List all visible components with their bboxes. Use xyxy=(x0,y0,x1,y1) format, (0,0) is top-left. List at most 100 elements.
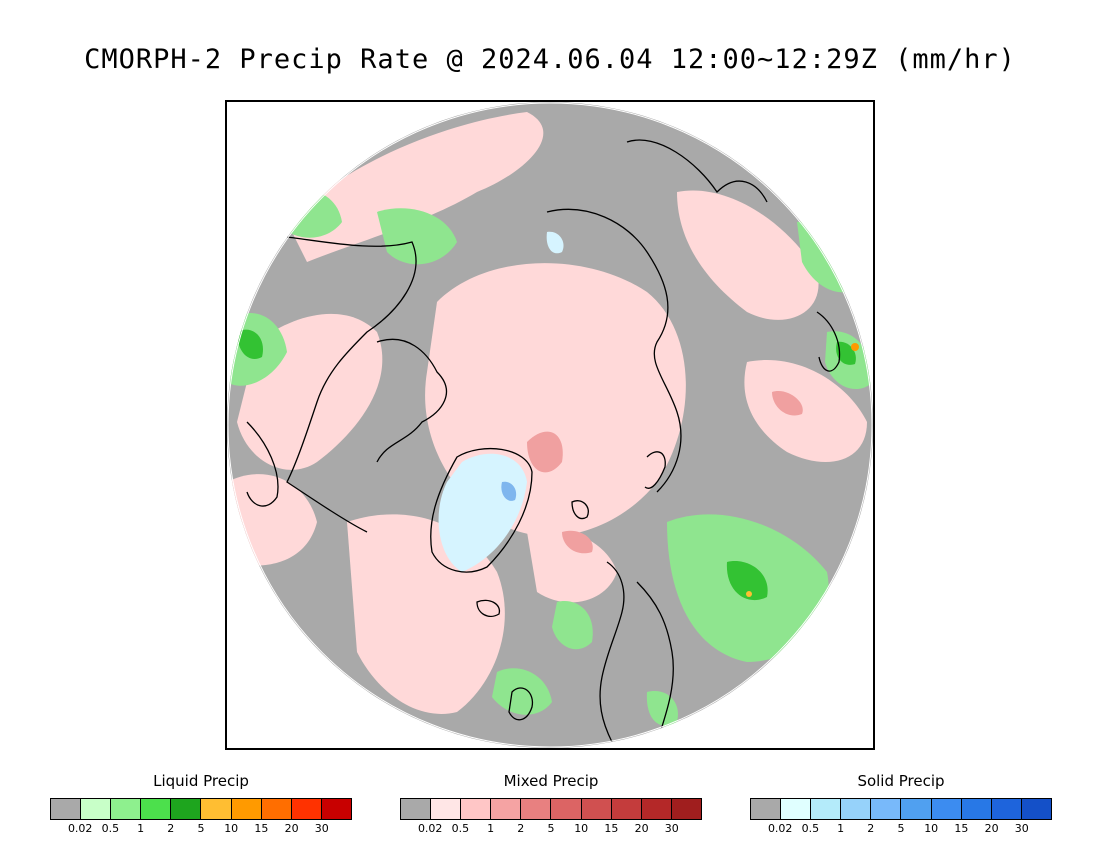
legend-tick-label: 1 xyxy=(837,822,845,835)
legend-swatch xyxy=(931,799,962,819)
coastline-novaya-zemlya xyxy=(644,451,666,489)
precip-map-svg xyxy=(227,102,873,748)
legend-swatch xyxy=(991,799,1022,819)
liquid-medium-east-coast xyxy=(836,341,856,365)
legend-ticks: 0.02 0.5 1 2 5 10 15 20 30 xyxy=(400,822,702,836)
legend-tick-label: 0.02 xyxy=(767,822,793,835)
legend-swatch xyxy=(841,799,872,819)
mixed-heavy-spot-east xyxy=(772,391,803,416)
mixed-heavy-spot-pole xyxy=(527,431,563,473)
legend-title: Solid Precip xyxy=(857,772,945,790)
legend-tick-label: 15 xyxy=(954,822,969,835)
coastline-siberia xyxy=(626,139,768,203)
legend-swatch xyxy=(431,799,462,819)
legend-swatches xyxy=(50,798,352,820)
legend-swatch xyxy=(111,799,142,819)
legend-tick-label: 10 xyxy=(224,822,239,835)
legend-tick-label: 0.02 xyxy=(67,822,93,835)
legend-tick-label: 15 xyxy=(254,822,269,835)
legend-tick-label: 30 xyxy=(314,822,329,835)
coastline-canadian-archipelago xyxy=(376,338,448,463)
mixed-region-north-pacific xyxy=(287,112,544,262)
solid-region-small xyxy=(546,231,564,254)
legend-swatch xyxy=(671,799,701,819)
legend-tick-label: 5 xyxy=(547,822,555,835)
liquid-precip-heavy-spots xyxy=(746,343,859,597)
legend-swatch xyxy=(171,799,202,819)
liquid-region-scandinavia xyxy=(552,601,593,650)
legend-tick-label: 2 xyxy=(167,822,175,835)
liquid-medium-europe xyxy=(726,561,768,601)
coastline-kamchatka xyxy=(816,311,841,372)
legend-title: Mixed Precip xyxy=(503,772,599,790)
polar-precip-map xyxy=(225,100,875,750)
legend-swatch xyxy=(201,799,232,819)
legend-liquid: Liquid Precip 0.02 0.5 1 2 5 10 15 20 30 xyxy=(50,770,352,836)
coastline-iceland xyxy=(476,599,501,617)
coastline-eurasia-north xyxy=(546,208,682,493)
legend-swatch xyxy=(261,799,292,819)
legend-tick-label: 10 xyxy=(574,822,589,835)
legend-swatch xyxy=(781,799,812,819)
legend-swatch xyxy=(141,799,172,819)
liquid-heavy-spot-east xyxy=(851,343,859,351)
legend-tick-label: 0.5 xyxy=(101,822,120,835)
coastlines xyxy=(246,139,841,743)
legend-ticks: 0.02 0.5 1 2 5 10 15 20 30 xyxy=(50,822,352,836)
liquid-region-alaska xyxy=(377,208,457,265)
legend-tick-label: 15 xyxy=(604,822,619,835)
legend-solid: Solid Precip 0.02 0.5 1 2 5 10 15 20 30 xyxy=(750,770,1052,836)
legend-tick-label: 0.5 xyxy=(451,822,470,835)
mixed-precip-heavy xyxy=(527,391,803,554)
legend-swatch xyxy=(551,799,582,819)
coastline-scandinavia xyxy=(599,561,625,743)
legend-tick-label: 0.02 xyxy=(417,822,443,835)
legend-swatch xyxy=(871,799,902,819)
legend-swatch xyxy=(641,799,672,819)
legend-tick-label: 30 xyxy=(664,822,679,835)
coastline-hudson-bay xyxy=(246,421,279,507)
coastline-europe-east xyxy=(636,581,674,743)
map-title: CMORPH-2 Precip Rate @ 2024.06.04 12:00~… xyxy=(84,44,1016,75)
legend-tick-label: 30 xyxy=(1014,822,1029,835)
liquid-medium-west xyxy=(237,329,263,360)
legend-swatch xyxy=(811,799,842,819)
mixed-region-scandinavia xyxy=(527,529,617,603)
legend-tick-label: 2 xyxy=(517,822,525,835)
coastline-svalbard xyxy=(571,500,589,520)
legend-tick-label: 1 xyxy=(137,822,145,835)
legend-swatch xyxy=(901,799,932,819)
legend-swatch xyxy=(491,799,522,819)
legend-swatch xyxy=(51,799,82,819)
legend-swatches xyxy=(400,798,702,820)
legend-tick-label: 5 xyxy=(897,822,905,835)
legend-tick-label: 2 xyxy=(867,822,875,835)
legend-swatch xyxy=(81,799,112,819)
legend-swatch xyxy=(321,799,351,819)
legend-swatch xyxy=(961,799,992,819)
legend-tick-label: 20 xyxy=(634,822,649,835)
mixed-region-siberia xyxy=(677,190,819,320)
coastline-uk xyxy=(508,687,534,721)
map-disk-edge xyxy=(227,102,873,748)
solid-precip-medium xyxy=(501,481,517,501)
legend-tick-label: 20 xyxy=(984,822,999,835)
legend-swatch xyxy=(461,799,492,819)
legend-mixed: Mixed Precip 0.02 0.5 1 2 5 10 15 20 30 xyxy=(400,770,702,836)
legend-ticks: 0.02 0.5 1 2 5 10 15 20 30 xyxy=(750,822,1052,836)
legend-swatch xyxy=(611,799,642,819)
legend-swatch xyxy=(291,799,322,819)
mixed-heavy-spot-atlantic xyxy=(562,530,593,554)
liquid-heavy-spot-europe xyxy=(746,591,752,597)
legend-swatch xyxy=(231,799,262,819)
legend-swatches xyxy=(750,798,1052,820)
legend-swatch xyxy=(1021,799,1051,819)
liquid-region-uk xyxy=(492,668,552,715)
legend-swatch xyxy=(401,799,432,819)
solid-medium-greenland xyxy=(501,481,517,501)
legend-tick-label: 10 xyxy=(924,822,939,835)
legend-swatch xyxy=(581,799,612,819)
legend-tick-label: 0.5 xyxy=(801,822,820,835)
coastline-north-america xyxy=(286,236,417,533)
legend-swatch xyxy=(521,799,552,819)
